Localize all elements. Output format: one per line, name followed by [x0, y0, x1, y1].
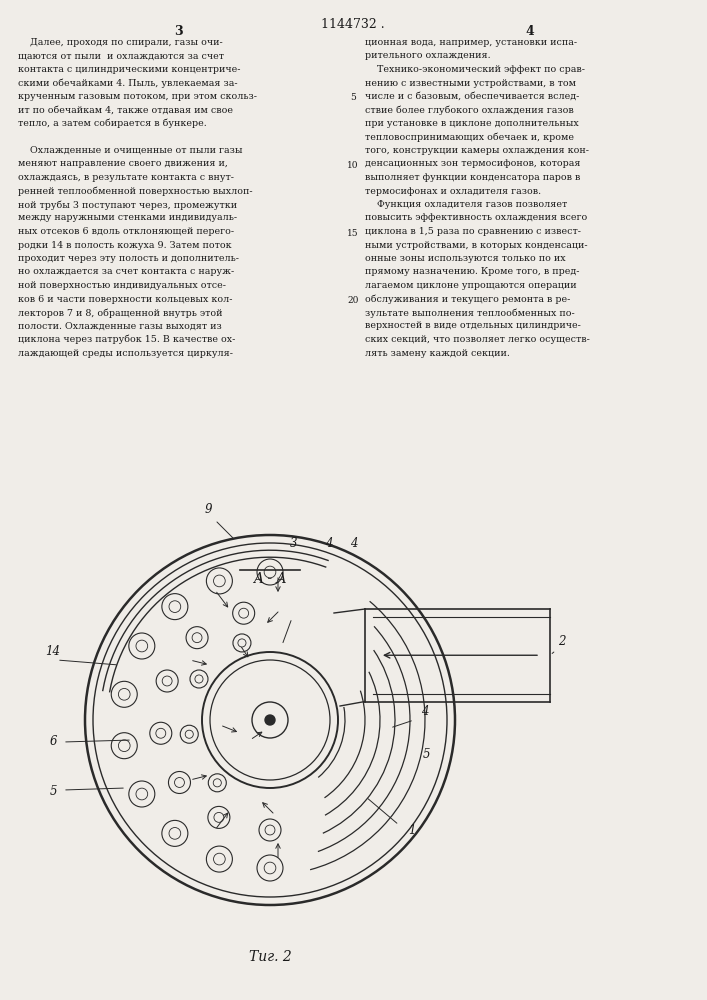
Text: 4: 4: [325, 537, 332, 550]
Text: Функция охладителя газов позволяет: Функция охладителя газов позволяет: [365, 200, 567, 209]
Text: 14: 14: [45, 645, 60, 658]
Text: лять замену каждой секции.: лять замену каждой секции.: [365, 349, 510, 358]
Text: ционная вода, например, установки испа-: ционная вода, например, установки испа-: [365, 38, 577, 47]
Text: 4: 4: [525, 25, 534, 38]
Text: ренней теплообменной поверхностью выхлоп-: ренней теплообменной поверхностью выхлоп…: [18, 186, 252, 196]
Text: 9: 9: [205, 503, 213, 516]
Text: числе и с базовым, обеспечивается вслед-: числе и с базовым, обеспечивается вслед-: [365, 92, 579, 101]
Text: тепло, а затем собирается в бункере.: тепло, а затем собирается в бункере.: [18, 119, 206, 128]
Text: контакта с цилиндрическими концентриче-: контакта с цилиндрическими концентриче-: [18, 65, 240, 74]
Text: 20: 20: [347, 296, 358, 305]
Text: но охлаждается за счет контакта с наруж-: но охлаждается за счет контакта с наруж-: [18, 267, 234, 276]
Text: 6: 6: [50, 735, 57, 748]
Text: 5: 5: [423, 748, 431, 761]
Text: того, конструкции камеры охлаждения кон-: того, конструкции камеры охлаждения кон-: [365, 146, 589, 155]
Text: рительного охлаждения.: рительного охлаждения.: [365, 51, 491, 60]
Text: циклона в 1,5 раза по сравнению с извест-: циклона в 1,5 раза по сравнению с извест…: [365, 227, 581, 236]
Text: ит по обечайкам 4, также отдавая им свое: ит по обечайкам 4, также отдавая им свое: [18, 105, 233, 114]
Text: ной трубы 3 поступают через, промежутки: ной трубы 3 поступают через, промежутки: [18, 200, 237, 210]
Text: меняют направление своего движения и,: меняют направление своего движения и,: [18, 159, 228, 168]
Text: при установке в циклоне дополнительных: при установке в циклоне дополнительных: [365, 119, 579, 128]
Text: родки 14 в полость кожуха 9. Затем поток: родки 14 в полость кожуха 9. Затем поток: [18, 240, 232, 249]
Text: ствие более глубокого охлаждения газов: ствие более глубокого охлаждения газов: [365, 105, 574, 115]
Text: 5: 5: [350, 94, 356, 103]
Text: 2: 2: [558, 635, 566, 648]
Text: циклона через патрубок 15. В качестве ох-: циклона через патрубок 15. В качестве ох…: [18, 335, 235, 344]
Text: 3: 3: [174, 25, 182, 38]
Text: ных отсеков 6 вдоль отклоняющей перего-: ных отсеков 6 вдоль отклоняющей перего-: [18, 227, 234, 236]
Text: щаются от пыли  и охлаждаются за счет: щаются от пыли и охлаждаются за счет: [18, 51, 224, 60]
Text: 10: 10: [347, 161, 358, 170]
Text: 5: 5: [50, 785, 57, 798]
Text: Τиг. 2: Τиг. 2: [249, 950, 291, 964]
Text: верхностей в виде отдельных цилиндриче-: верхностей в виде отдельных цилиндриче-: [365, 322, 581, 330]
Text: скими обечайками 4. Пыль, увлекаемая за-: скими обечайками 4. Пыль, увлекаемая за-: [18, 79, 238, 88]
Text: обслуживания и текущего ремонта в ре-: обслуживания и текущего ремонта в ре-: [365, 294, 571, 304]
Text: лаждающей среды используется циркуля-: лаждающей среды используется циркуля-: [18, 349, 233, 358]
Text: A - A: A - A: [253, 572, 287, 586]
Text: нению с известными устройствами, в том: нению с известными устройствами, в том: [365, 79, 576, 88]
Text: 1: 1: [408, 824, 416, 837]
Text: крученным газовым потоком, при этом скольз-: крученным газовым потоком, при этом скол…: [18, 92, 257, 101]
Text: зультате выполнения теплообменных по-: зультате выполнения теплообменных по-: [365, 308, 575, 318]
Text: полости. Охлажденные газы выходят из: полости. Охлажденные газы выходят из: [18, 322, 222, 330]
Text: между наружными стенками индивидуаль-: между наружными стенками индивидуаль-: [18, 214, 237, 223]
Text: проходит через эту полость и дополнитель-: проходит через эту полость и дополнитель…: [18, 254, 239, 263]
Text: ной поверхностью индивидуальных отсе-: ной поверхностью индивидуальных отсе-: [18, 281, 226, 290]
Text: ков 6 и части поверхности кольцевых кол-: ков 6 и части поверхности кольцевых кол-: [18, 294, 233, 304]
Text: лекторов 7 и 8, обращенной внутрь этой: лекторов 7 и 8, обращенной внутрь этой: [18, 308, 223, 318]
Text: 1144732 .: 1144732 .: [321, 18, 385, 31]
Text: 4: 4: [350, 537, 358, 550]
Text: 3: 3: [290, 537, 298, 550]
Text: ских секций, что позволяет легко осуществ-: ских секций, что позволяет легко осущест…: [365, 335, 590, 344]
Text: ными устройствами, в которых конденсаци-: ными устройствами, в которых конденсаци-: [365, 240, 588, 249]
Circle shape: [265, 715, 275, 725]
Text: повысить эффективность охлаждения всего: повысить эффективность охлаждения всего: [365, 214, 588, 223]
Text: 4: 4: [421, 705, 428, 718]
Text: прямому назначению. Кроме того, в пред-: прямому назначению. Кроме того, в пред-: [365, 267, 580, 276]
Text: охлаждаясь, в результате контакта с внут-: охлаждаясь, в результате контакта с внут…: [18, 173, 234, 182]
Text: Далее, проходя по спирали, газы очи-: Далее, проходя по спирали, газы очи-: [18, 38, 223, 47]
Text: онные зоны используются только по их: онные зоны используются только по их: [365, 254, 566, 263]
Text: 15: 15: [347, 229, 359, 237]
Text: тепловоспринимающих обечаек и, кроме: тепловоспринимающих обечаек и, кроме: [365, 132, 574, 142]
Text: термосифонах и охладителя газов.: термосифонах и охладителя газов.: [365, 186, 541, 196]
Text: Технико-экономический эффект по срав-: Технико-экономический эффект по срав-: [365, 65, 585, 74]
Text: лагаемом циклоне упрощаются операции: лагаемом циклоне упрощаются операции: [365, 281, 577, 290]
Text: денсационных зон термосифонов, которая: денсационных зон термосифонов, которая: [365, 159, 580, 168]
Text: выполняет функции конденсатора паров в: выполняет функции конденсатора паров в: [365, 173, 580, 182]
Text: Охлажденные и очищенные от пыли газы: Охлажденные и очищенные от пыли газы: [18, 146, 243, 155]
